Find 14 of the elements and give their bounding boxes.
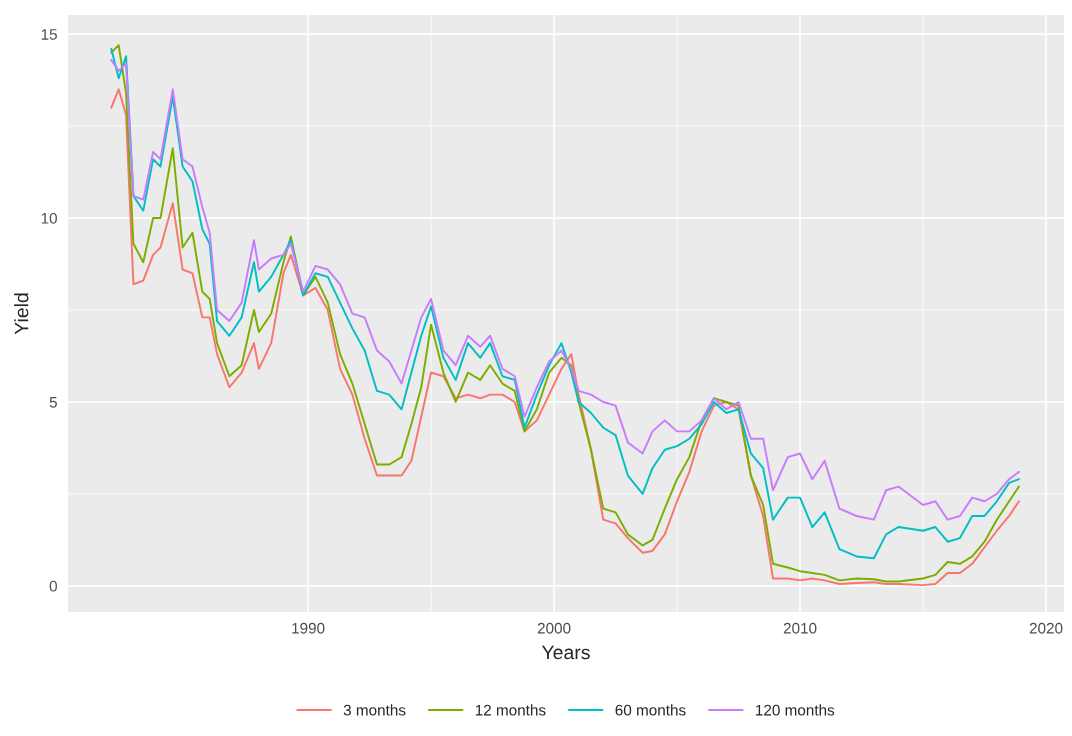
legend-label: 12 months xyxy=(475,704,546,716)
y-tick-label: 5 xyxy=(49,396,57,408)
y-tick-label: 10 xyxy=(41,212,57,224)
x-tick-label: 2000 xyxy=(537,622,571,634)
x-tick-label: 2020 xyxy=(1029,622,1063,634)
x-tick-label: 2010 xyxy=(783,622,817,634)
x-tick-label: 1990 xyxy=(292,622,325,634)
legend-label: 3 months xyxy=(343,704,406,716)
x-axis-title: Years xyxy=(541,645,590,660)
y-axis-title: Yield xyxy=(14,293,29,335)
y-tick-label: 0 xyxy=(49,580,57,592)
y-tick-label: 15 xyxy=(41,29,57,40)
legend-label: 120 months xyxy=(756,704,835,716)
legend-label: 60 months xyxy=(615,704,686,716)
